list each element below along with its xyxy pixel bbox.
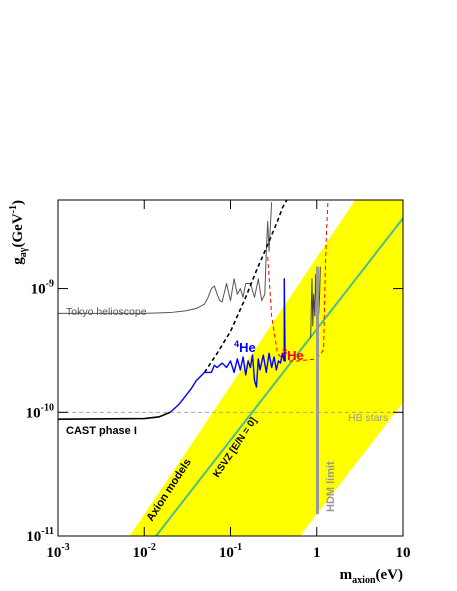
y-title-sub: aγ (18, 247, 29, 257)
annotation: Tokyo helioscope (66, 306, 147, 318)
y-axis-title: gaγ(GeV-1) (8, 200, 29, 265)
annotation: 3He (282, 347, 304, 363)
series-line (58, 411, 171, 420)
tick-label-base: 1 (313, 545, 321, 561)
tick-label-base: 10 (26, 405, 41, 421)
annotation: CAST phase I (66, 425, 137, 437)
plot-area (58, 200, 403, 536)
series-line (267, 200, 329, 362)
tick-label: 1 (313, 545, 321, 561)
x-title-sub: axion (352, 575, 376, 586)
y-title-sup: -1 (8, 205, 19, 213)
tick-label-base: 10 (31, 282, 46, 298)
annotation: 4He (234, 339, 256, 355)
tick-label: 10-2 (133, 542, 156, 561)
tick-label-base: 10 (396, 545, 411, 561)
x-title-main: m (340, 567, 353, 583)
series-line (155, 217, 403, 536)
annotation-text: He (287, 348, 304, 363)
annotation-text: HB stars (348, 412, 388, 424)
y-title-rest: (GeV (10, 213, 26, 247)
tick-label-base: 10 (26, 529, 41, 545)
annotation: HB stars (348, 412, 388, 424)
y-title-main: g (10, 257, 26, 265)
annotation: HDM limit (325, 461, 337, 512)
annotation-text: He (239, 340, 256, 355)
tick-label-base: 10 (219, 545, 234, 561)
annotation-sup: 4 (234, 339, 240, 349)
series-line (203, 200, 288, 373)
tick-label: 10-1 (219, 542, 242, 561)
series-line (169, 278, 286, 413)
tick-label: 10-10 (26, 402, 54, 421)
annotation-text: HDM limit (325, 461, 337, 512)
series-line (58, 202, 273, 314)
tick-label-base: 10 (46, 545, 61, 561)
annotation-sup: 3 (282, 347, 287, 357)
tick-label: 10-3 (46, 542, 69, 561)
tick-label-exponent: -9 (46, 279, 54, 290)
tick-label: 10 (396, 545, 411, 561)
annotation-text: CAST phase I (66, 425, 137, 437)
tick-label-exponent: -11 (41, 526, 54, 537)
x-title-rest: (eV) (376, 567, 403, 583)
tick-label-base: 10 (133, 545, 148, 561)
annotation-text: Tokyo helioscope (66, 306, 147, 318)
tick-label-exponent: -2 (148, 542, 156, 553)
tick-label-exponent: -10 (41, 402, 54, 413)
tick-label-exponent: -1 (234, 542, 242, 553)
tick-label-exponent: -3 (61, 542, 69, 553)
tick-label: 10-11 (26, 526, 54, 545)
x-axis-title: maxion(eV) (340, 567, 403, 586)
tick-label: 10-9 (31, 279, 54, 298)
y-title-close: ) (10, 200, 26, 205)
